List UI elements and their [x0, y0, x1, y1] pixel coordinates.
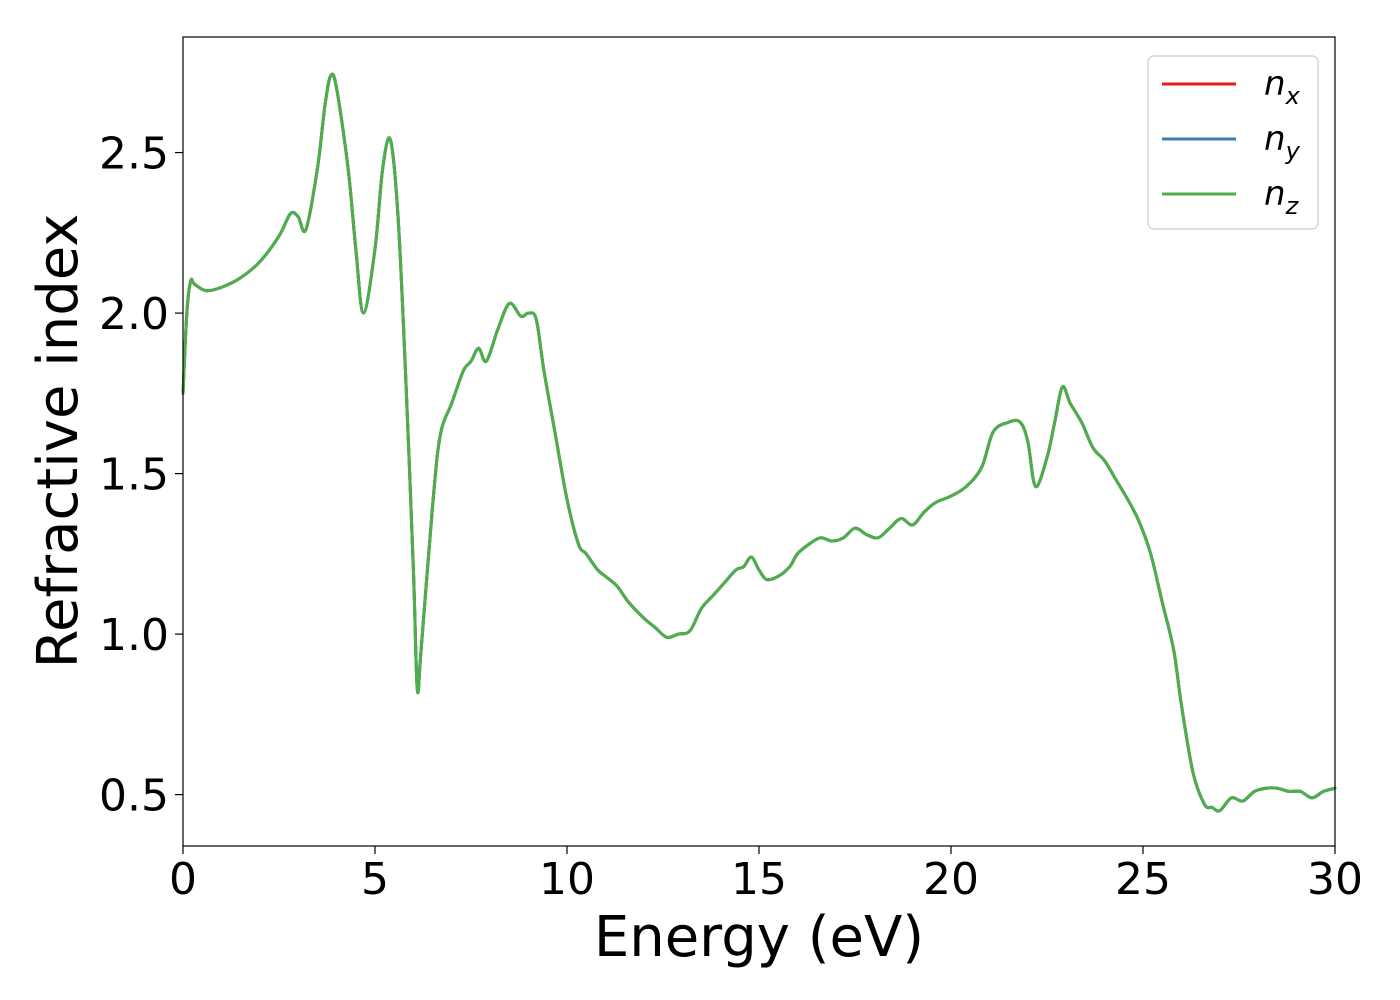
y-tick-label: 0.5: [99, 771, 169, 822]
y-tick-label: 1.0: [99, 610, 169, 661]
plot-area: [183, 37, 1335, 846]
legend-subscript: y: [1285, 137, 1301, 165]
x-tick-label: 30: [1307, 854, 1363, 905]
legend-box: [1147, 55, 1319, 230]
x-axis-title: Energy (eV): [594, 905, 924, 970]
series-line-n-z: [181, 72, 1337, 813]
x-tick-label: 25: [1115, 854, 1171, 905]
series-layer: [181, 72, 1337, 813]
x-tick-label: 15: [731, 854, 787, 905]
legend-subscript: z: [1285, 192, 1300, 220]
x-tick-label: 5: [361, 854, 389, 905]
y-tick-label: 2.5: [99, 129, 169, 180]
y-axis: 0.5 1.0 1.5 2.0 2.5: [99, 129, 183, 822]
x-tick-label: 10: [539, 854, 595, 905]
y-tick-label: 1.5: [99, 450, 169, 501]
y-tick-label: 2.0: [99, 289, 169, 340]
x-axis: 0 5 10 15 20 25 30: [169, 846, 1363, 905]
x-tick-label: 20: [923, 854, 979, 905]
legend-subscript: x: [1285, 82, 1301, 110]
x-tick-label: 0: [169, 854, 197, 905]
y-axis-title: Refractive index: [26, 214, 91, 669]
